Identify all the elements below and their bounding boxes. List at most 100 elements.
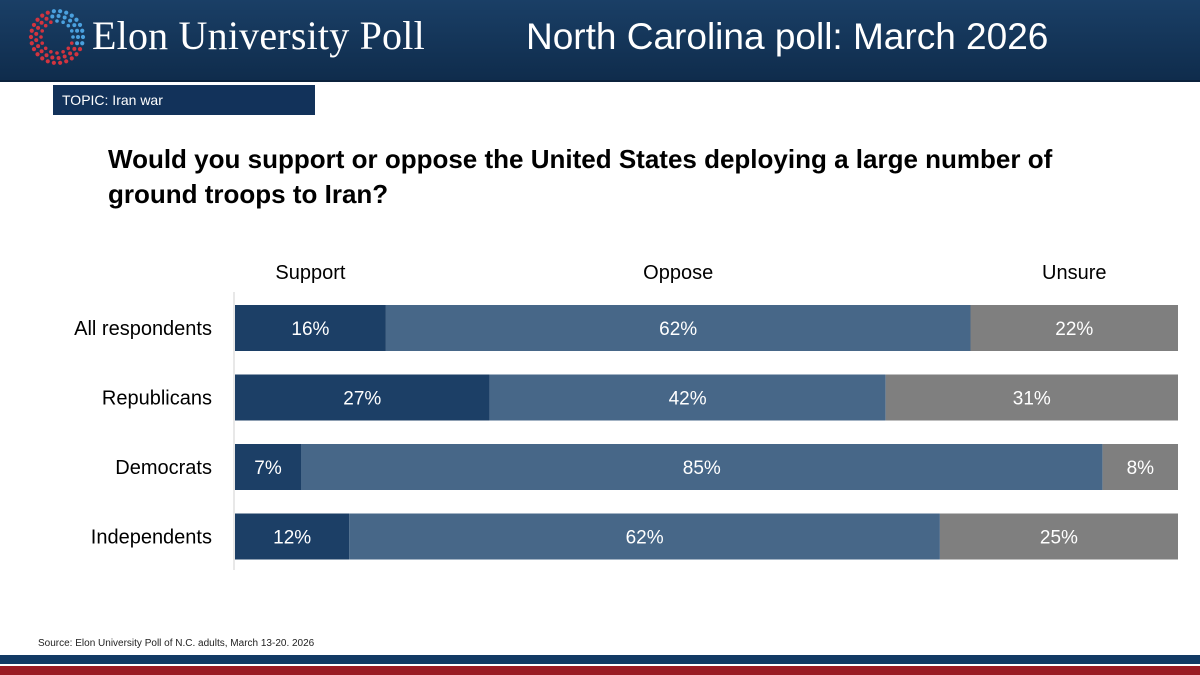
logo-dot: [69, 13, 74, 18]
logo-dot: [39, 49, 44, 54]
logo-dot: [36, 44, 41, 49]
logo-dot: [76, 35, 80, 39]
logo-dot: [34, 31, 39, 36]
logo-dot: [75, 41, 80, 46]
bar-support-democrats: [235, 444, 301, 490]
footer-red-stripe: [0, 666, 1200, 675]
data-label-oppose-republicans: 42%: [669, 389, 707, 410]
question-text: Would you support or oppose the United S…: [108, 144, 1053, 209]
logo-dot: [69, 41, 74, 45]
logo-dot: [58, 9, 63, 14]
logo-dot: [69, 29, 74, 33]
logo-dot: [72, 23, 77, 28]
topic-badge: TOPIC: Iran war: [53, 85, 315, 115]
footer-blue-stripe: [0, 655, 1200, 664]
logo-dot: [40, 13, 45, 18]
footer-gap: [0, 664, 1200, 666]
logo-dot: [74, 17, 79, 22]
bar-unsure-independents: [939, 513, 1178, 560]
logo-dot: [56, 55, 61, 60]
logo-dot: [40, 56, 45, 61]
logo-dot: [64, 10, 69, 15]
logo-dot: [39, 20, 44, 25]
logo-dot: [68, 18, 73, 23]
bar-oppose-republicans: [489, 374, 886, 421]
logo-dot: [51, 60, 56, 65]
logo-dot: [29, 41, 34, 46]
logo-dot: [62, 15, 67, 20]
logo-dot: [56, 14, 61, 19]
logo-dot: [44, 53, 49, 58]
logo-dot: [68, 51, 73, 56]
logo-dot: [31, 46, 37, 52]
source-note: Source: Elon University Poll of N.C. adu…: [38, 638, 315, 649]
stacked-bar-chart: Support Oppose Unsure All respondents 16% 62%…: [74, 262, 1178, 570]
bar-unsure-all-respondents: [970, 305, 1178, 351]
logo-dot: [71, 35, 75, 39]
category-label-all-respondents: All respondents: [74, 318, 212, 340]
logo-dot: [50, 55, 55, 60]
bar-support-all-respondents: [235, 305, 386, 351]
bar-support-independents: [235, 513, 350, 560]
logo-dot: [61, 20, 65, 25]
logo-dot: [51, 9, 56, 14]
header-bar: Elon University Poll North Carolina poll…: [0, 0, 1200, 80]
bar-unsure-democrats: [1102, 444, 1178, 490]
bar-oppose-democrats: [301, 444, 1103, 490]
page-title: North Carolina poll: March 2026: [526, 16, 1049, 57]
logo-dot: [35, 52, 40, 57]
logo-dot: [34, 38, 39, 43]
logo-dot: [66, 23, 71, 28]
data-label-unsure-republicans: 31%: [1013, 389, 1051, 410]
logo-dot: [58, 60, 63, 65]
elon-poll-logo-icon: [28, 9, 86, 65]
category-label-democrats: Democrats: [115, 457, 212, 479]
logo-dot: [40, 41, 45, 45]
logo-dot: [43, 23, 48, 28]
logo-dot: [29, 28, 34, 33]
category-label-independents: Independents: [91, 527, 212, 549]
data-label-support-democrats: 7%: [254, 458, 282, 479]
bar-oppose-independents: [349, 513, 940, 560]
logo-dot: [75, 28, 80, 33]
logo-dot: [80, 41, 85, 46]
data-label-unsure-independents: 25%: [1040, 528, 1078, 549]
logo-dot: [39, 35, 43, 39]
logo-dot: [55, 19, 59, 23]
logo-dot: [44, 16, 49, 21]
logo-dot: [43, 46, 48, 51]
logo-dot: [77, 22, 83, 28]
bar-support-republicans: [235, 374, 490, 421]
logo-dot: [35, 17, 40, 22]
data-label-unsure-all-respondents: 22%: [1055, 319, 1093, 340]
legend-support-label: Support: [275, 262, 345, 284]
header-divider: [0, 80, 1200, 82]
category-label-republicans: Republicans: [102, 388, 212, 410]
data-label-support-independents: 12%: [273, 528, 311, 549]
logo-dot: [31, 22, 37, 28]
bar-unsure-republicans: [885, 374, 1178, 421]
data-label-oppose-democrats: 85%: [683, 458, 721, 479]
logo-dot: [55, 51, 59, 55]
logo-dot: [45, 59, 50, 64]
logo-text: Elon University Poll: [92, 13, 425, 58]
logo-dot: [64, 59, 69, 64]
logo-dot: [74, 52, 79, 57]
logo-dot: [36, 25, 41, 30]
data-label-support-republicans: 27%: [343, 389, 381, 410]
data-label-support-all-respondents: 16%: [291, 319, 329, 340]
logo-dot: [62, 54, 67, 59]
data-label-oppose-independents: 62%: [626, 528, 664, 549]
data-label-unsure-democrats: 8%: [1127, 458, 1155, 479]
logo-dot: [45, 10, 50, 15]
logo-dot: [50, 14, 55, 19]
logo-dot: [80, 28, 85, 33]
logo-dot: [69, 56, 74, 61]
logo-dot: [77, 46, 83, 52]
logo-dot: [28, 34, 34, 40]
logo-dot: [40, 29, 45, 33]
legend-unsure-label: Unsure: [1042, 262, 1106, 284]
bar-oppose-all-respondents: [385, 305, 971, 351]
logo-dot: [72, 46, 77, 51]
logo-dot: [49, 20, 53, 25]
